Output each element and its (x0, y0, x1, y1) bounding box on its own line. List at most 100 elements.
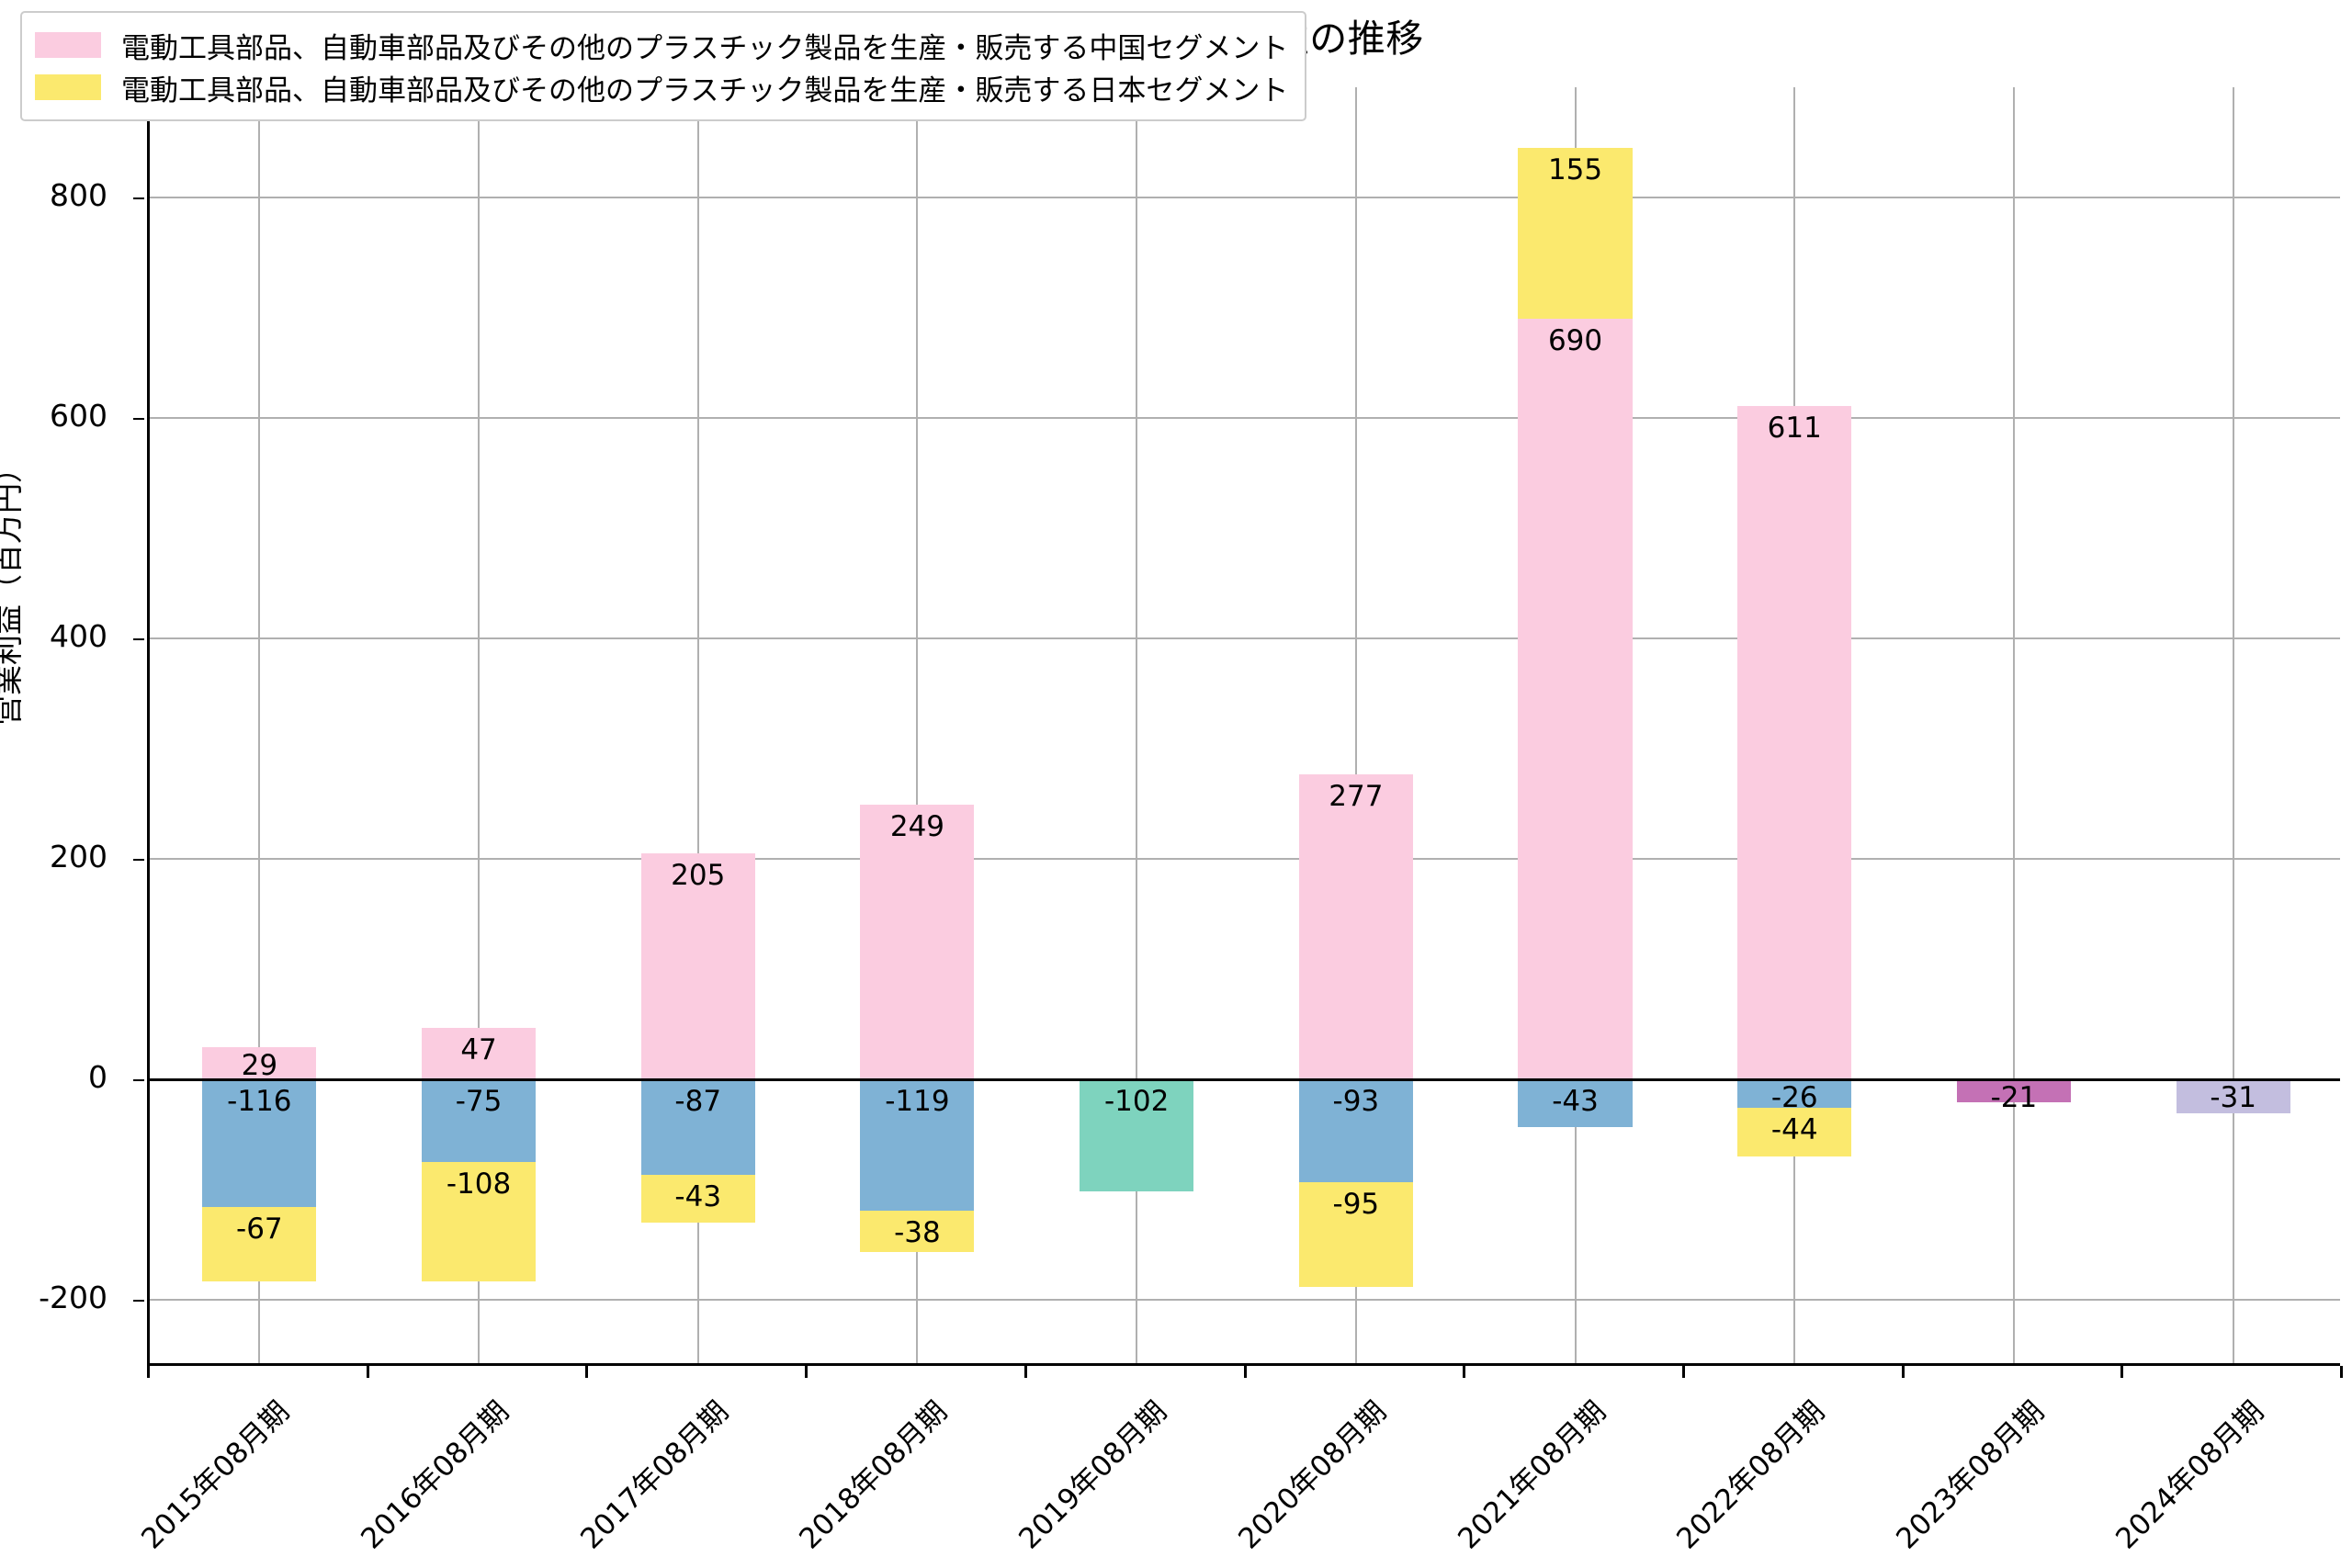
x-tick-mark (805, 1366, 808, 1378)
x-tick-label: 2015年08月期 (135, 1394, 297, 1556)
y-tick-label: 400 (50, 618, 107, 654)
legend-swatch-china (35, 32, 101, 58)
y-tick-mark (133, 418, 144, 420)
bar-value-label: 249 (889, 810, 945, 844)
bar-value-label: -93 (1332, 1085, 1380, 1118)
legend-label-china: 電動工具部品、自動車部品及びその他のプラスチック製品を生産・販売する中国セグメン… (121, 31, 1289, 65)
x-tick-label: 2016年08月期 (355, 1394, 516, 1556)
x-tick-label: 2017年08月期 (573, 1394, 735, 1556)
bar-segment[interactable] (1080, 1079, 1194, 1192)
x-tick-mark (1901, 1366, 1905, 1378)
x-tick-mark (585, 1366, 589, 1378)
gridline-vertical (2232, 87, 2234, 1363)
bar-value-label: 611 (1767, 411, 1822, 445)
y-tick-mark (133, 197, 144, 199)
x-tick-label: 2024年08月期 (2109, 1394, 2270, 1556)
bar-value-label: -95 (1332, 1187, 1380, 1221)
legend-label-japan: 電動工具部品、自動車部品及びその他のプラスチック製品を生産・販売する日本セグメン… (121, 73, 1289, 107)
bar-segment[interactable] (1298, 1181, 1413, 1287)
x-tick-mark (2340, 1366, 2343, 1378)
y-tick-label: 800 (50, 177, 107, 213)
bar-segment[interactable] (1518, 1079, 1633, 1127)
bar-segment[interactable] (640, 853, 755, 1079)
x-tick-mark (366, 1366, 369, 1378)
gridline-vertical (258, 87, 261, 1363)
x-tick-label: 2018年08月期 (793, 1394, 955, 1556)
x-tick-mark (1681, 1366, 1685, 1378)
bar-segment[interactable] (421, 1162, 537, 1281)
x-tick-label: 2021年08月期 (1451, 1394, 1612, 1556)
y-tick-mark (133, 859, 144, 861)
bar-segment[interactable] (2176, 1079, 2290, 1114)
legend-item[interactable]: 電動工具部品、自動車部品及びその他のプラスチック製品を生産・販売する日本セグメン… (35, 66, 1288, 108)
gridline-vertical (478, 87, 481, 1363)
bar-value-label: 155 (1547, 153, 1603, 186)
bar-segment[interactable] (1737, 1108, 1852, 1156)
bar-value-label: -21 (1990, 1081, 2038, 1114)
bar-segment[interactable] (1298, 1079, 1413, 1182)
y-tick-label: 0 (88, 1059, 107, 1095)
y-axis-label: 営業利益（百万円） (0, 453, 26, 726)
gridline-horizontal (150, 417, 2340, 419)
bar-value-label: 205 (671, 859, 726, 892)
x-tick-label: 2023年08月期 (1890, 1394, 2052, 1556)
y-tick-mark (133, 638, 144, 640)
bar-segment[interactable] (860, 1079, 975, 1211)
x-tick-label: 2019年08月期 (1012, 1394, 1174, 1556)
bar-segment[interactable] (202, 1207, 317, 1281)
bar-value-label: 277 (1329, 779, 1384, 813)
bar-segment[interactable] (421, 1027, 537, 1079)
bar-value-label: -43 (1552, 1085, 1599, 1118)
bar-value-label: -43 (674, 1180, 722, 1214)
x-tick-mark (147, 1366, 150, 1378)
gridline-horizontal (150, 197, 2340, 198)
gridline-vertical (1136, 87, 1138, 1363)
bar-segment[interactable] (421, 1079, 537, 1162)
legend-item[interactable]: 電動工具部品、自動車部品及びその他のプラスチック製品を生産・販売する中国セグメン… (35, 24, 1288, 66)
bar-value-label: 29 (241, 1049, 278, 1083)
gridline-vertical (916, 87, 919, 1363)
bar-value-label: -87 (674, 1085, 722, 1118)
bar-value-label: 690 (1547, 324, 1603, 357)
bar-segment[interactable] (202, 1047, 317, 1079)
bar-segment[interactable] (640, 1079, 755, 1176)
gridline-horizontal (150, 637, 2340, 639)
gridline-horizontal (150, 1299, 2340, 1301)
x-tick-mark (1243, 1366, 1247, 1378)
bar-value-label: -38 (894, 1215, 941, 1249)
legend-swatch-japan (35, 74, 101, 100)
plot-area: 29 -116 -67 47 -75 -108 205 -87 -43 249 -119 -38 -10… (147, 87, 2340, 1366)
x-tick-mark (1463, 1366, 1466, 1378)
bar-value-label: 47 (460, 1032, 497, 1066)
bar-segment[interactable] (1298, 773, 1413, 1079)
bar-segment[interactable] (640, 1175, 755, 1223)
bar-value-label: -108 (446, 1168, 512, 1201)
bar-segment[interactable] (860, 1210, 975, 1253)
bar-segment[interactable] (202, 1079, 317, 1208)
bar-value-label: -102 (1103, 1085, 1170, 1118)
bar-value-label: -75 (455, 1085, 503, 1118)
bar-value-label: -119 (885, 1085, 950, 1118)
gridline-horizontal (150, 858, 2340, 860)
bar-value-label: -44 (1770, 1113, 1818, 1147)
bar-segment[interactable] (1956, 1079, 2071, 1103)
y-tick-label: 200 (50, 839, 107, 874)
bar-segment[interactable] (1518, 148, 1633, 319)
bar-value-label: -31 (2210, 1081, 2256, 1114)
y-tick-label: 600 (50, 398, 107, 434)
bar-segment[interactable] (1518, 319, 1633, 1079)
zero-line (150, 1078, 2340, 1081)
bar-segment[interactable] (1737, 405, 1852, 1079)
x-tick-mark (1023, 1366, 1027, 1378)
gridline-vertical (696, 87, 699, 1363)
gridline-vertical (2012, 87, 2015, 1363)
y-tick-mark (133, 1300, 144, 1302)
x-tick-label: 2022年08月期 (1670, 1394, 1832, 1556)
bar-value-label: -67 (236, 1213, 283, 1247)
bar-value-label: -116 (227, 1085, 292, 1118)
x-tick-label: 2020年08月期 (1232, 1394, 1393, 1556)
bar-segment[interactable] (1737, 1079, 1852, 1109)
bar-segment[interactable] (860, 805, 975, 1079)
y-tick-label: -200 (39, 1280, 107, 1315)
